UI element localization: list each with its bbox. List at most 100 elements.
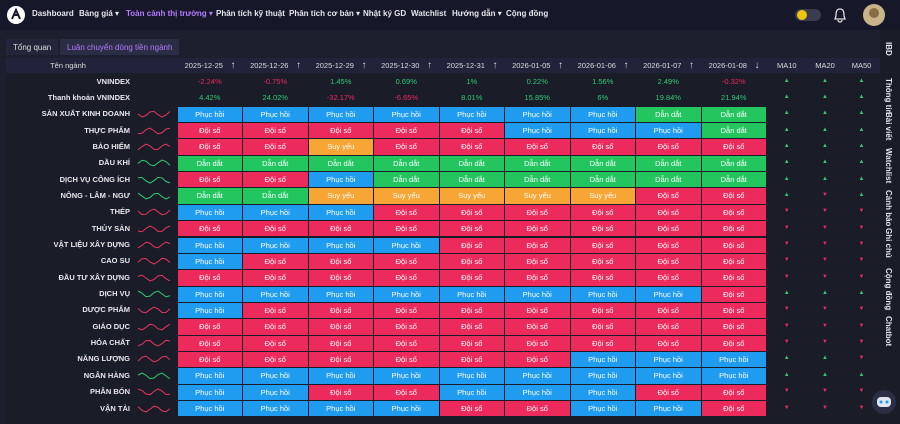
status-cell: Dẫn dắt [374, 155, 439, 172]
sparkline-path [137, 405, 171, 413]
index-change: 1.56% [592, 76, 614, 86]
user-avatar[interactable] [862, 3, 886, 27]
status-cell: Dẫn dắt [636, 155, 701, 172]
theme-toggle[interactable] [794, 7, 824, 23]
sparkline [137, 258, 171, 265]
sort-button[interactable]: ↑ [623, 60, 629, 71]
status-cell: Phục hồi [570, 401, 635, 417]
status-cell: Suy yếu [439, 188, 504, 204]
status-cell: Đội sổ [374, 302, 439, 319]
status-cell: Suy yếu [374, 188, 439, 204]
sort-button[interactable]: ↑ [492, 60, 498, 71]
sort-button[interactable]: ↑ [427, 60, 432, 71]
sparkline [137, 306, 171, 314]
status-cell: Đội sổ [243, 319, 308, 335]
status-cell: Đội sổ [439, 335, 504, 351]
ma-arrow: ▼ [783, 404, 790, 411]
nav-link[interactable]: Bảng giá ▾ [79, 9, 120, 18]
ma-arrow: ▲ [858, 290, 865, 297]
nav-link[interactable]: Watchlist [411, 9, 447, 18]
status-cell: Phục hồi [243, 401, 308, 417]
nav-link[interactable]: Phân tích cơ bản ▾ [289, 9, 361, 18]
status-cell: Dẫn dắt [570, 172, 635, 188]
sidebar-link[interactable]: Cộng đồng [884, 268, 893, 311]
sort-button[interactable]: ↑ [689, 60, 694, 71]
status-cell: Đội sổ [505, 237, 570, 253]
status-cell: Đội sổ [374, 335, 439, 351]
status-cell: Đội sổ [177, 335, 242, 351]
ma-arrow: ▼ [858, 322, 865, 329]
status-cell: Đội sổ [701, 237, 766, 253]
status-cell: Đội sổ [439, 221, 504, 237]
status-cell: Phục hồi [439, 384, 504, 400]
ma-arrow: ▼ [783, 224, 790, 231]
sort-button[interactable]: ↑ [361, 60, 367, 71]
index-change: -6.65% [394, 92, 419, 102]
date-header: 2026-01-05 [512, 61, 551, 70]
ma-arrow: ▼ [783, 208, 790, 215]
ma-arrow: ▼ [858, 208, 865, 215]
status-cell: Đội sổ [243, 351, 308, 368]
ma-arrow: ▼ [822, 224, 828, 231]
nav-link[interactable]: Dashboard [32, 9, 74, 18]
status-cell: Đội sổ [570, 237, 635, 253]
status-cell: Đội sổ [439, 401, 504, 417]
status-cell: Đội sổ [439, 123, 504, 139]
tab[interactable]: Luân chuyển dòng tiền ngành [60, 39, 180, 55]
chatbot-button[interactable] [870, 388, 898, 416]
sector-name: NÔNG - LÂM - NGƯ [60, 190, 130, 200]
status-cell: Suy yếu [308, 139, 373, 155]
status-cell: Phục hồi [177, 302, 242, 319]
sort-button[interactable]: ↓ [754, 60, 760, 71]
status-cell: Đội sổ [505, 270, 570, 286]
sector-name: CAO SU [100, 256, 130, 266]
ma-arrow: ▼ [858, 388, 865, 395]
sort-button[interactable]: ↑ [230, 60, 236, 71]
sidebar-link[interactable]: Ghi chú [884, 228, 893, 258]
nav-link[interactable]: Hướng dẫn ▾ [452, 9, 502, 18]
nav-link[interactable]: Nhật ký GD [363, 9, 407, 18]
ma-arrow: ▼ [858, 355, 865, 362]
logo[interactable] [6, 5, 26, 25]
nav-link[interactable]: Toàn cảnh thị trường ▾ [126, 9, 213, 18]
status-cell: Đội sổ [636, 270, 701, 286]
sidebar-link[interactable]: Thông tin [884, 78, 893, 115]
ma-arrow: ▲ [858, 110, 865, 117]
ma-arrow: ▲ [783, 77, 790, 84]
sidebar-link[interactable]: Bài viết [884, 112, 893, 141]
nav-link[interactable]: Cộng đồng [506, 9, 549, 18]
sidebar-link[interactable]: IBD [884, 42, 893, 56]
status-cell: Dẫn dắt [636, 172, 701, 188]
sidebar-link[interactable]: Chatbot [884, 316, 893, 347]
status-cell: Phục hồi [243, 368, 308, 384]
sparkline-path [137, 339, 171, 347]
status-cell: Phục hồi [374, 401, 439, 417]
sidebar-link[interactable]: Watchlist [884, 148, 893, 184]
status-cell: Đội sổ [374, 253, 439, 270]
notification-bell[interactable] [832, 7, 848, 23]
sort-button[interactable]: ↑ [296, 60, 301, 71]
ma-arrow: ▲ [783, 93, 790, 100]
status-cell: Dẫn dắt [374, 172, 439, 188]
status-cell: Dẫn dắt [636, 106, 701, 123]
status-cell: Phục hồi [439, 106, 504, 123]
status-cell: Phục hồi [177, 106, 242, 123]
status-cell: Phục hồi [308, 204, 373, 221]
status-cell: Đội sổ [505, 351, 570, 368]
index-change: 0.69% [395, 76, 417, 86]
status-cell: Phục hồi [636, 286, 701, 302]
ma-arrow: ▼ [822, 191, 828, 198]
sort-button[interactable]: ↑ [558, 60, 563, 71]
tab[interactable]: Tổng quan [6, 39, 59, 55]
index-change: -32.17% [326, 92, 355, 102]
sector-flow-table: Tên ngành 2025-12-25 ↑ 2025-12-26 ↑ 2025-12-2… [6, 58, 880, 424]
status-cell: Đội sổ [570, 204, 635, 221]
ma-arrow: ▲ [822, 77, 828, 84]
sidebar-link[interactable]: Cảnh báo [884, 190, 893, 227]
status-cell: Đội sổ [570, 253, 635, 270]
index-change: 15.85% [524, 92, 550, 102]
status-cell: Đội sổ [177, 319, 242, 335]
nav-link[interactable]: Phân tích kỹ thuật [216, 9, 285, 18]
sparkline-path [137, 127, 171, 134]
